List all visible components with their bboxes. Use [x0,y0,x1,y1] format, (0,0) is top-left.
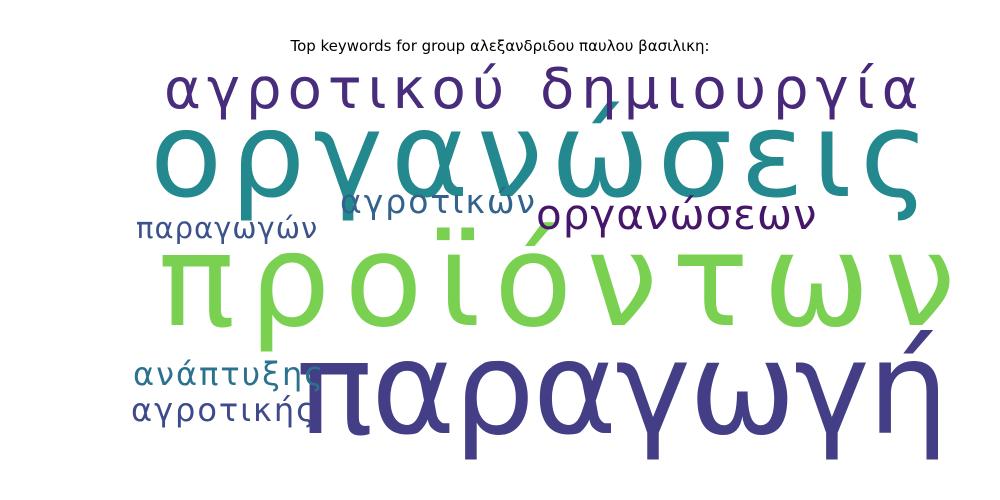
word-proionton: προϊόντων [158,207,970,356]
word-agrotikou: αγροτικού [164,57,511,122]
word-paragogon: παραγωγών [136,211,319,245]
word-dimiourgia: δημιουργία [540,57,926,122]
word-organoseon: οργανώσεων [536,190,818,239]
word-agrotikon: αγροτικών [340,182,537,221]
word-paragogi: παραγωγή [296,315,949,464]
chart-title: Top keywords for group αλεξανδριδου παυλ… [290,37,710,55]
word-organoseis: οργανώσεις [150,86,938,224]
word-agrotikis: αγροτικής [131,391,317,429]
word-anaptyxis: ανάπτυξης [133,355,326,393]
